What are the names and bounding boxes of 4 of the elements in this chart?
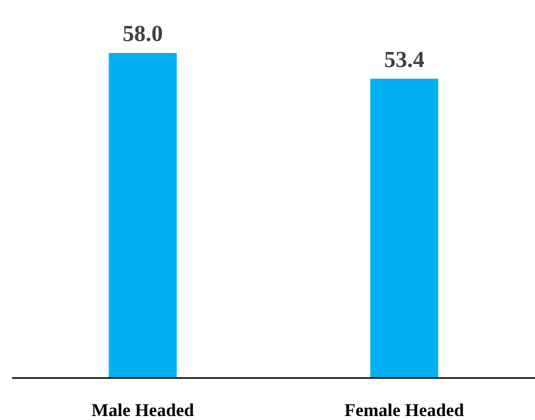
x-tick-label: Female Headed [344, 400, 464, 420]
x-tick-label: Male Headed [92, 400, 194, 420]
data-label: 53.4 [384, 46, 425, 72]
data-label: 58.0 [122, 21, 163, 46]
